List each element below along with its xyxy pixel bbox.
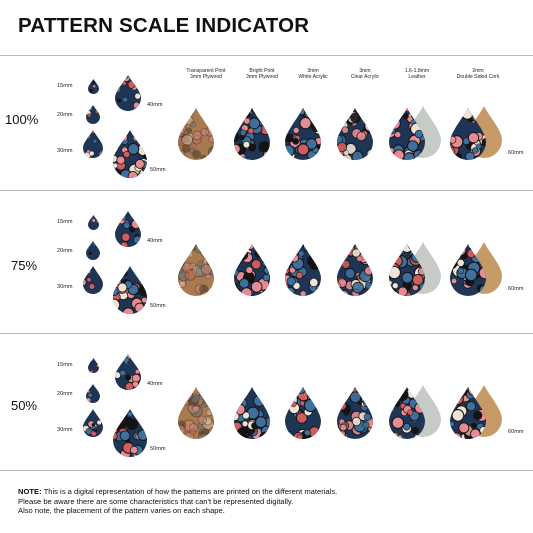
material-label-line1: 1.6-1.8mm: [404, 68, 430, 74]
note-text: NOTE: This is a digital representation o…: [18, 487, 518, 516]
material-drop-bright: [234, 108, 270, 160]
scale-label: 50%: [11, 398, 38, 413]
size-label-30mm: 30mm: [57, 284, 73, 290]
drop-50mm: [113, 130, 147, 178]
material-label-line1: 2mm: [472, 68, 484, 74]
size-label-20mm: 20mm: [57, 248, 73, 254]
size-label-50mm: 50mm: [150, 167, 166, 173]
material-label: Bright Print 3mm Plywood: [234, 68, 290, 80]
drop-30mm: [83, 409, 103, 437]
material-label-line2: Leather: [408, 74, 426, 80]
drop-15mm: [87, 215, 99, 230]
drop-50mm: [113, 409, 147, 457]
size-label-30mm: 30mm: [57, 148, 73, 154]
page-title: PATTERN SCALE INDICATOR: [18, 14, 310, 37]
note-line-1: This is a digital representation of how …: [41, 487, 338, 496]
scale-label: 75%: [11, 258, 38, 273]
size-label-15mm: 15mm: [57, 219, 73, 225]
drop-30mm: [83, 130, 103, 158]
material-label-line1: 3mm: [307, 68, 319, 74]
material-label: 3mm Clear Acrylic: [337, 68, 393, 80]
drop-50mm: [113, 266, 147, 314]
material-label: 2mm Double Sided Cork: [450, 68, 506, 80]
material-label: 3mm White Acrylic: [285, 68, 341, 80]
material-label: 1.6-1.8mm Leather: [389, 68, 445, 80]
scale-label: 100%: [5, 112, 39, 127]
note-line-3: Also note, the placement of the pattern …: [18, 506, 225, 516]
size-label-60mm: 60mm: [508, 286, 524, 292]
size-label-15mm: 15mm: [57, 83, 73, 89]
drop-30mm: [83, 266, 103, 294]
size-label-50mm: 50mm: [150, 303, 166, 309]
material-label-line2: 3mm Plywood: [190, 74, 222, 80]
material-label-line2: White Acrylic: [298, 74, 328, 80]
divider: [0, 333, 533, 334]
material-label-line2: 3mm Plywood: [246, 74, 278, 80]
note-label: NOTE:: [18, 487, 42, 496]
drop-15mm: [87, 79, 99, 94]
material-drop-bright: [234, 387, 270, 439]
size-label-15mm: 15mm: [57, 362, 73, 368]
material-drop-acrylic: [285, 387, 321, 439]
drop-20mm: [86, 384, 100, 403]
size-label-40mm: 40mm: [147, 381, 163, 387]
size-label-20mm: 20mm: [57, 391, 73, 397]
material-drop-bright: [234, 244, 270, 296]
material-drop-leather: [389, 387, 425, 439]
material-drop-transparent: [178, 244, 214, 296]
size-label-40mm: 40mm: [147, 238, 163, 244]
drop-15mm: [87, 358, 99, 373]
divider: [0, 190, 533, 191]
drop-40mm: [115, 354, 141, 390]
material-drop-leather: [389, 108, 425, 160]
material-label-line2: Double Sided Cork: [456, 74, 500, 80]
size-label-50mm: 50mm: [150, 446, 166, 452]
material-drop-leather: [389, 244, 425, 296]
size-label-60mm: 60mm: [508, 150, 524, 156]
material-drop-cork: [450, 108, 486, 160]
material-label-line1: Bright Print: [249, 68, 275, 74]
material-drop-cork: [450, 244, 486, 296]
material-drop-clear: [337, 387, 373, 439]
drop-20mm: [86, 105, 100, 124]
material-label-line1: 3mm: [359, 68, 371, 74]
material-label-line2: Clear Acrylic: [350, 74, 380, 80]
divider: [0, 55, 533, 56]
material-label-line1: Transparent Print: [186, 68, 226, 74]
size-label-40mm: 40mm: [147, 102, 163, 108]
material-drop-clear: [337, 244, 373, 296]
drop-40mm: [115, 75, 141, 111]
material-drop-acrylic: [285, 244, 321, 296]
material-drop-transparent: [178, 387, 214, 439]
material-drop-acrylic: [285, 108, 321, 160]
material-drop-transparent: [178, 108, 214, 160]
drop-20mm: [86, 241, 100, 260]
size-label-60mm: 60mm: [508, 429, 524, 435]
note-line-2: Please be aware there are some character…: [18, 496, 294, 506]
material-drop-cork: [450, 387, 486, 439]
material-drop-clear: [337, 108, 373, 160]
divider: [0, 470, 533, 471]
drop-40mm: [115, 211, 141, 247]
size-label-30mm: 30mm: [57, 427, 73, 433]
size-label-20mm: 20mm: [57, 112, 73, 118]
material-label: Transparent Print 3mm Plywood: [178, 68, 234, 80]
